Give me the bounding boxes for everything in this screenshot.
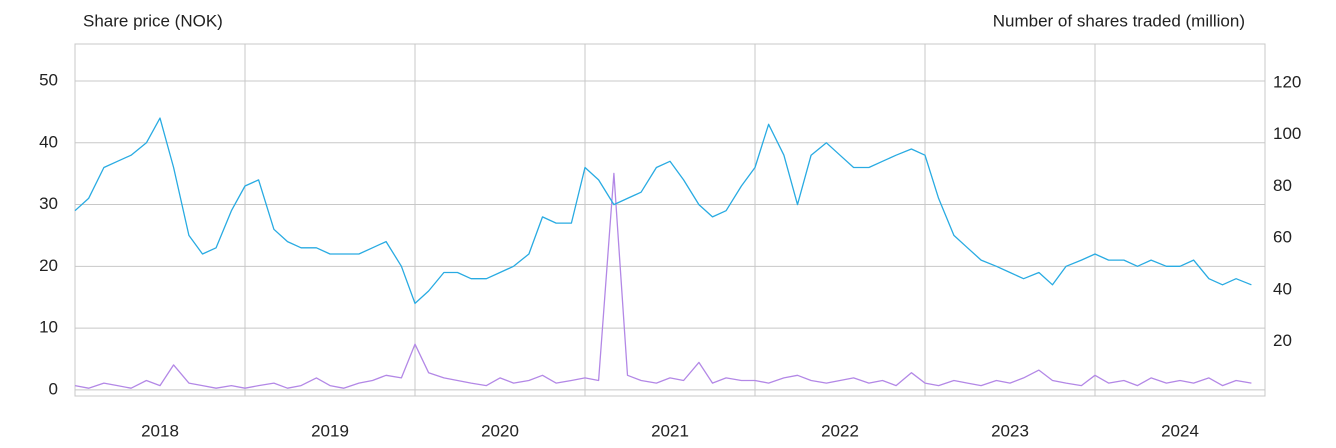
x-tick-label: 2020 [481,421,519,440]
y2-tick-label: 80 [1273,176,1292,195]
y-tick-label: 50 [39,71,58,90]
y2-tick-label: 20 [1273,331,1292,350]
plot-frame [74,43,1266,397]
y2-tick-label: 100 [1273,124,1301,143]
y-tick-label: 40 [39,132,58,151]
x-tick-label: 2023 [991,421,1029,440]
y-tick-label: 0 [49,379,58,398]
y2-tick-label: 120 [1273,72,1301,91]
y-tick-label: 20 [39,256,58,275]
y2-tick-label: 60 [1273,228,1292,247]
y-tick-label: 10 [39,318,58,337]
x-tick-label: 2024 [1161,421,1199,440]
line-series [74,117,1252,305]
y2-axis-label: Number of shares traded (million) [993,11,1245,30]
y-tick-label: 30 [39,194,58,213]
x-tick-label: 2019 [311,421,349,440]
x-tick-label: 2018 [141,421,179,440]
x-tick-label: 2022 [821,421,859,440]
x-tick-label: 2021 [651,421,689,440]
line-series [74,172,1252,389]
y-axis-label: Share price (NOK) [83,11,223,30]
y2-tick-label: 40 [1273,279,1292,298]
